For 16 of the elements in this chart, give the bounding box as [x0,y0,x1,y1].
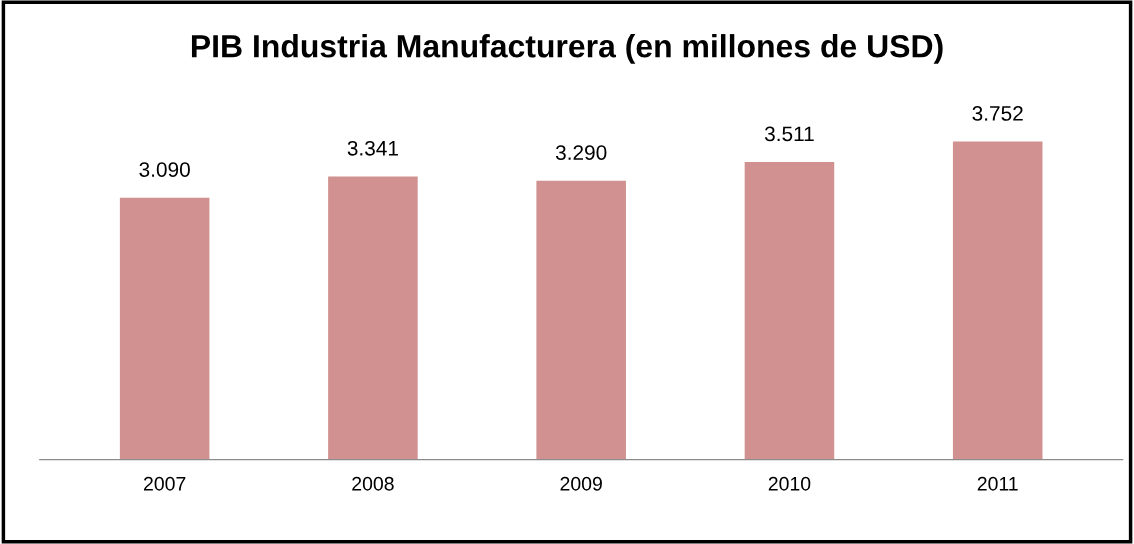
data-label: 3.752 [972,106,1023,121]
bar [119,197,210,460]
x-tick-label: 2010 [768,476,811,491]
data-label: 3.090 [139,162,190,177]
bar [536,180,626,460]
x-tick-label: 2011 [977,476,1018,491]
chart-title: PIB Industria Manufacturera (en millones de USD) [191,34,943,64]
data-label: 3.511 [764,126,814,142]
data-label: 3.341 [347,140,398,156]
bar [952,141,1043,460]
x-tick-label: 2008 [352,476,394,491]
x-tick-label: 2007 [144,476,186,491]
x-tick-label: 2009 [560,476,602,491]
bar [744,162,835,460]
data-label: 3.290 [555,145,607,160]
bar [328,176,418,460]
